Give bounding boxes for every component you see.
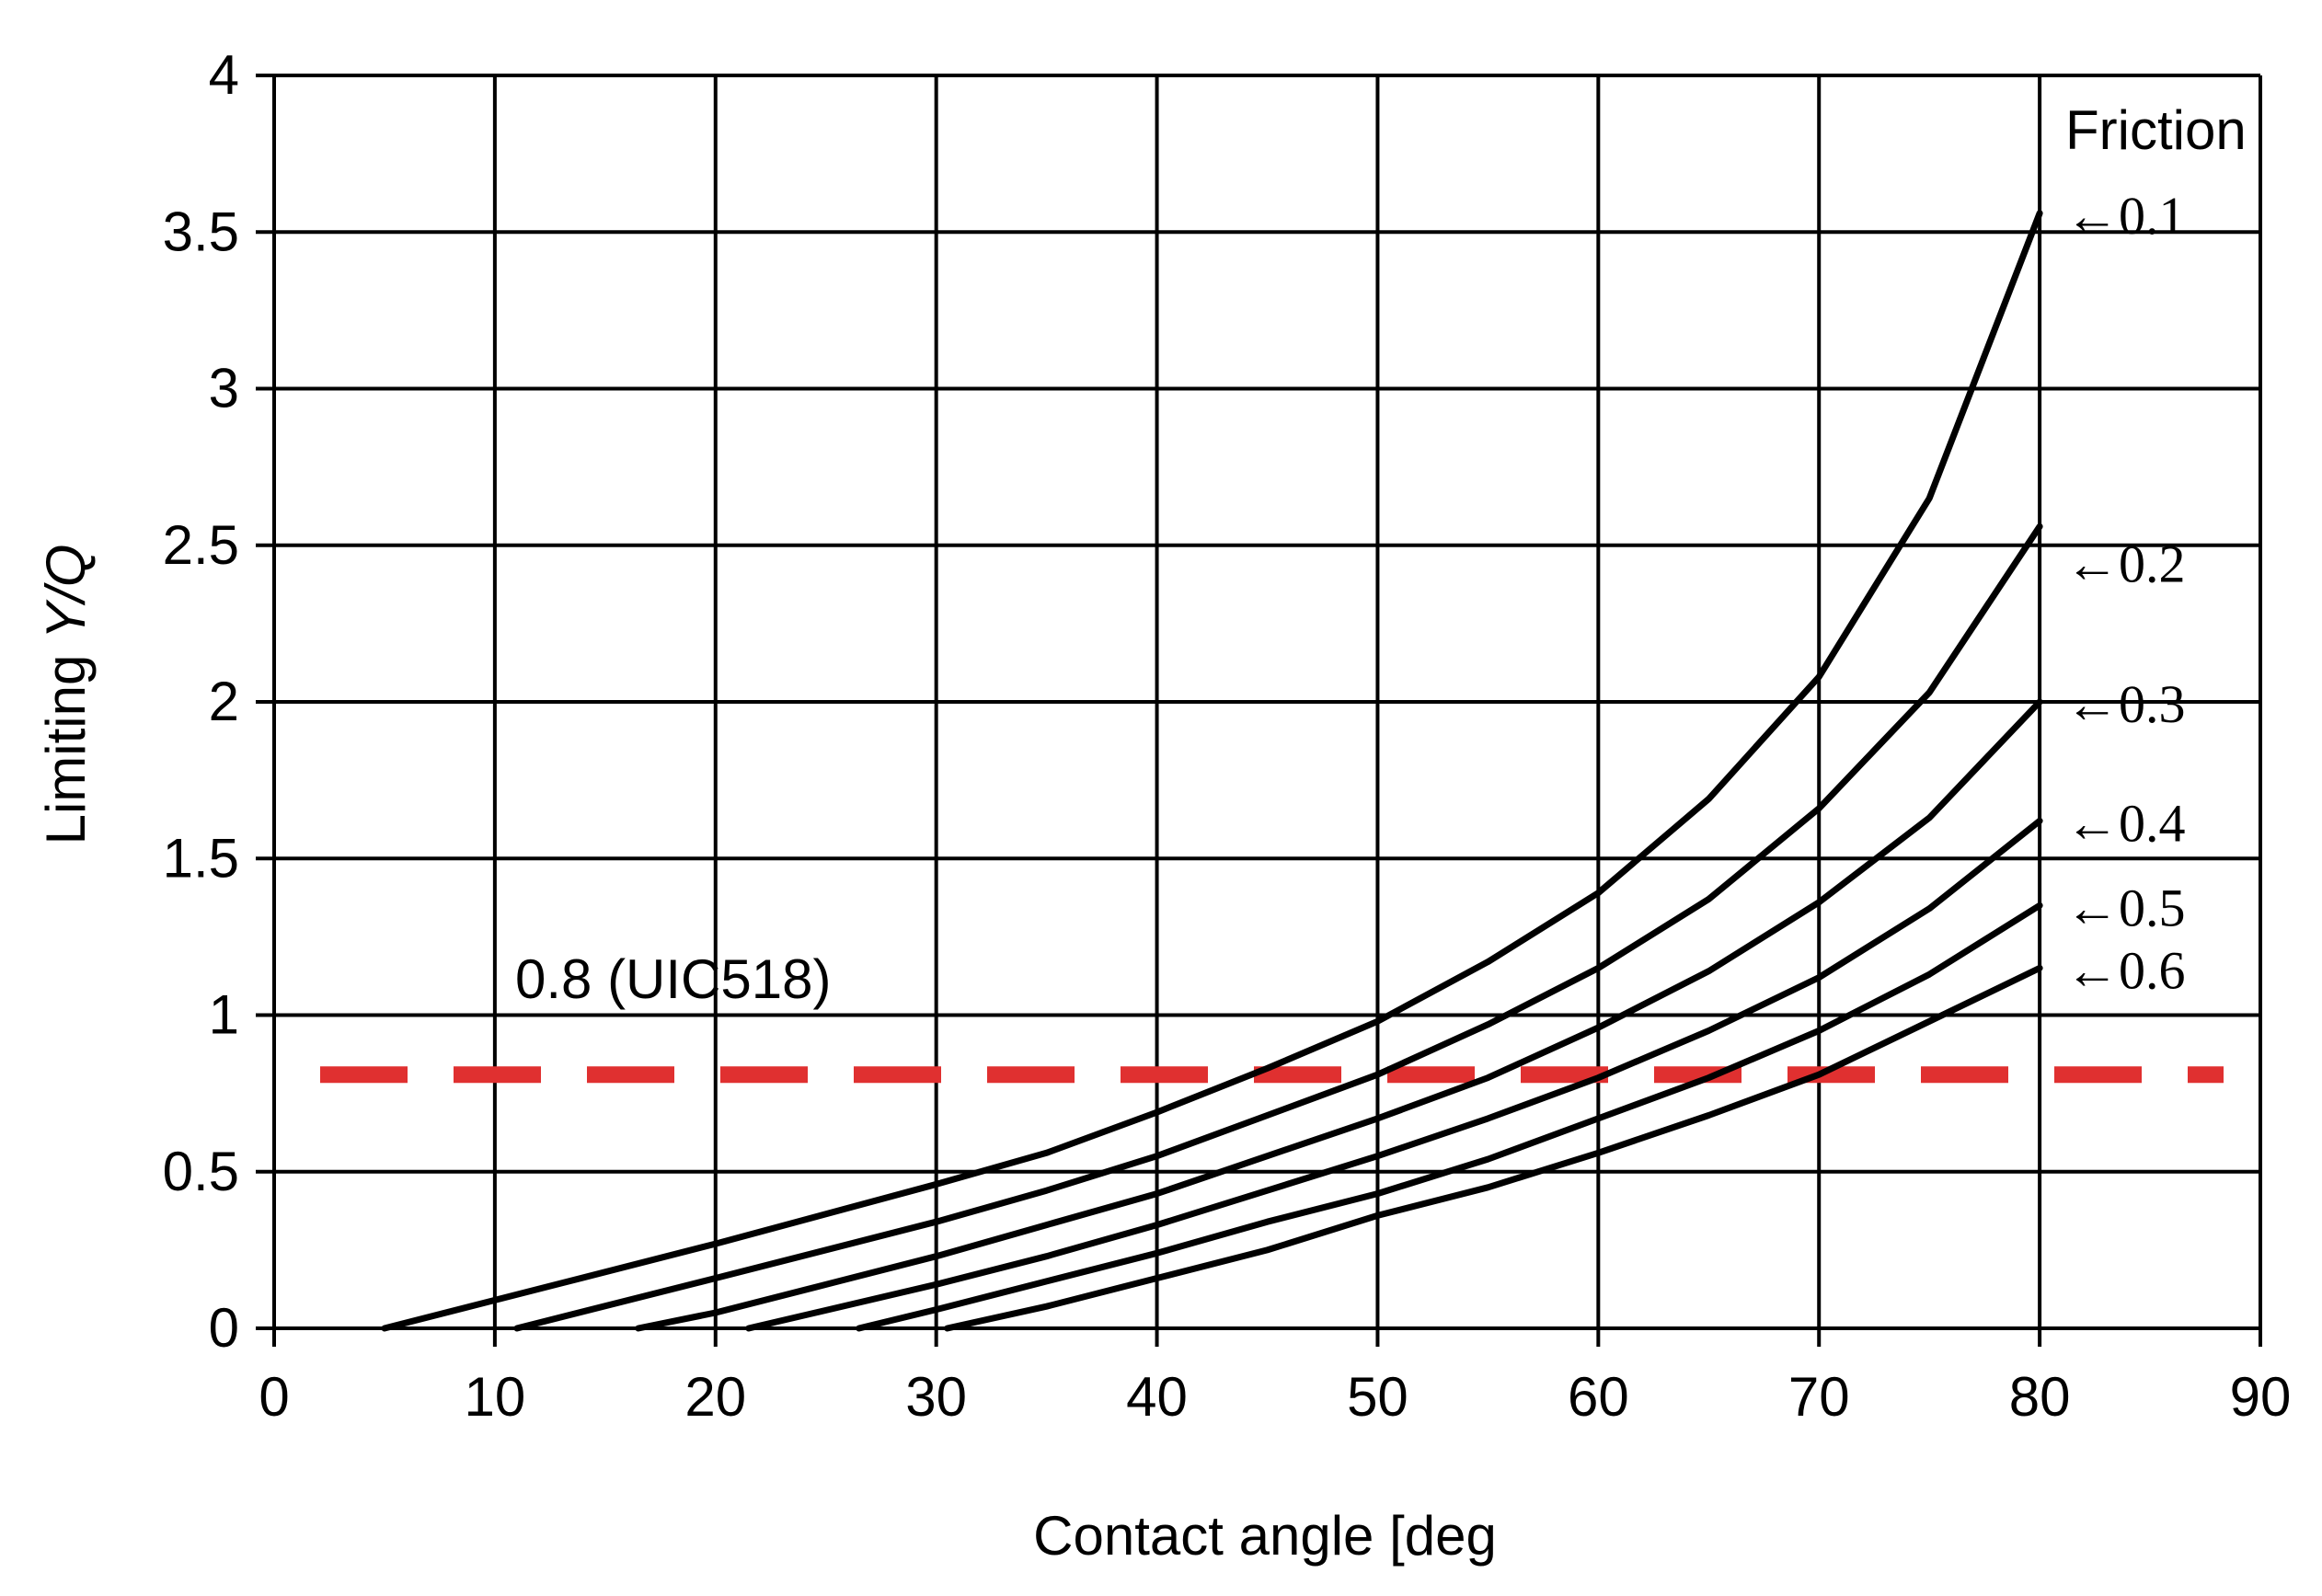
reference-line-label: 0.8 (UIC518)	[515, 948, 831, 1010]
series-group	[381, 210, 2043, 1332]
x-tick-label: 0	[259, 1366, 289, 1428]
y-tick-label: 2.5	[163, 514, 239, 576]
y-tick-label: 4	[209, 44, 239, 106]
x-tick-label: 80	[2009, 1366, 2071, 1428]
x-tick-label: 60	[1568, 1366, 1629, 1428]
series-line-friction-0.3	[635, 698, 2043, 1332]
x-tick-label: 30	[905, 1366, 967, 1428]
x-tick-label: 40	[1126, 1366, 1188, 1428]
y-tick-label: 1	[209, 984, 239, 1046]
legend-title: Friction	[2065, 99, 2247, 161]
y-tick-label: 3	[209, 358, 239, 419]
y-axis-title: Limiting Y/Q	[35, 545, 97, 845]
series-label-friction-0.6: ←0.6	[2065, 940, 2186, 1000]
series-label-friction-0.5: ←0.5	[2065, 878, 2186, 937]
y-tick-label: 0.5	[163, 1141, 239, 1202]
y-axis-title-italic: Y/Q	[35, 545, 97, 639]
x-tick-label: 10	[465, 1366, 526, 1428]
series-label-friction-0.1: ←0.1	[2065, 186, 2186, 246]
y-tick-label: 3.5	[163, 201, 239, 262]
series-line-friction-0.5	[856, 901, 2043, 1332]
series-labels: ←0.1 ←0.2 ←0.3 ←0.4 ←0.5←0.6	[2065, 186, 2186, 1001]
series-line-friction-0.1	[381, 210, 2043, 1332]
series-line-friction-0.6	[944, 964, 2043, 1332]
y-tick-label: 1.5	[163, 827, 239, 889]
grid	[272, 74, 2262, 1330]
y-axis-ticks: 0 0.5 1 1.5 2 2.5 3 3.5 4	[163, 44, 274, 1359]
series-label-friction-0.3: ←0.3	[2065, 674, 2186, 734]
x-tick-label: 20	[684, 1366, 746, 1428]
series-line-friction-0.2	[513, 522, 2043, 1332]
y-axis-title-main: Limiting	[35, 639, 97, 844]
x-tick-label: 90	[2230, 1366, 2292, 1428]
series-line-friction-0.4	[745, 817, 2043, 1332]
series-label-friction-0.4: ←0.4	[2065, 793, 2186, 853]
x-tick-label: 50	[1347, 1366, 1408, 1428]
x-axis-title: Contact angle [deg	[1033, 1505, 1497, 1567]
y-tick-label: 0	[209, 1297, 239, 1359]
y-tick-label: 2	[209, 671, 239, 732]
x-tick-label: 70	[1788, 1366, 1850, 1428]
series-label-friction-0.2: ←0.2	[2065, 534, 2186, 593]
x-axis-ticks: 0 10 20 30 40 50 60 70 80 90	[259, 1328, 2291, 1428]
